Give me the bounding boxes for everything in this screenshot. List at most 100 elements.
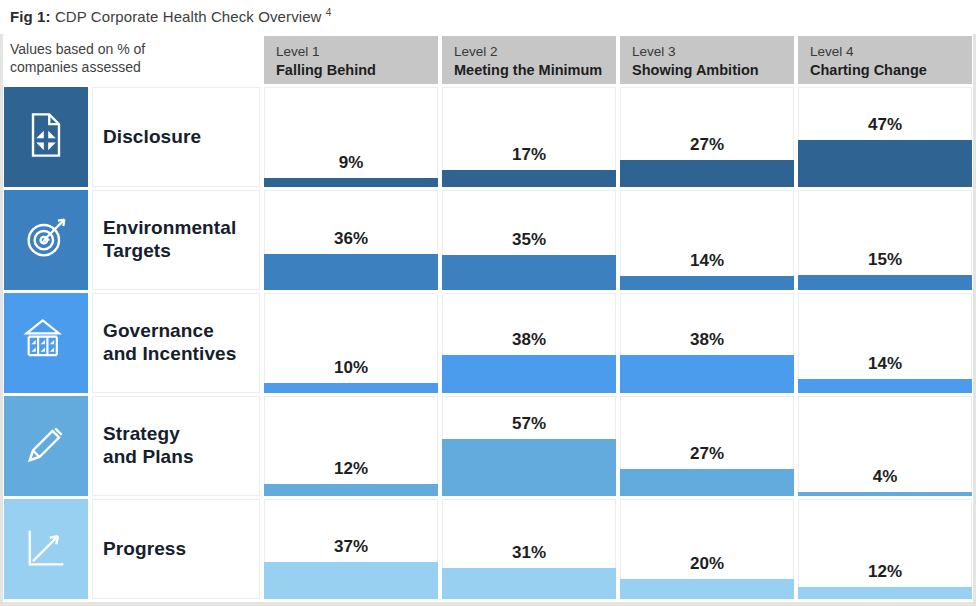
category-line: Targets xyxy=(103,240,259,263)
bar-value-label: 17% xyxy=(443,145,615,165)
bar xyxy=(798,140,972,187)
bar xyxy=(442,170,616,187)
level-label: Level 1 xyxy=(276,43,426,61)
bar-value-label: 20% xyxy=(621,554,793,574)
bar xyxy=(620,469,794,496)
bar-cell: 17% xyxy=(442,87,616,187)
bar-value-label: 37% xyxy=(265,537,437,557)
bar xyxy=(264,484,438,496)
category-line: Strategy xyxy=(103,423,259,446)
page-edge-bottom xyxy=(0,602,976,606)
bar xyxy=(620,355,794,393)
bar-value-label: 14% xyxy=(799,354,971,374)
level-label: Level 2 xyxy=(454,43,604,61)
bar-cell: 27% xyxy=(620,87,794,187)
category-line: Environmental xyxy=(103,217,259,240)
bar xyxy=(442,355,616,393)
level-label: Level 3 xyxy=(632,43,782,61)
bar-cell: 20% xyxy=(620,499,794,599)
bar-value-label: 38% xyxy=(443,330,615,350)
bar xyxy=(264,562,438,599)
bar-value-label: 27% xyxy=(621,135,793,155)
category-line: and Incentives xyxy=(103,343,259,366)
bar-cell: 4% xyxy=(798,396,972,496)
level-name: Showing Ambition xyxy=(632,61,782,81)
bar xyxy=(620,160,794,187)
category-icon-cell xyxy=(4,293,88,393)
level-name: Charting Change xyxy=(810,61,960,81)
bar-value-label: 4% xyxy=(799,467,971,487)
bar-value-label: 36% xyxy=(265,229,437,249)
bar-value-label: 38% xyxy=(621,330,793,350)
bar-value-label: 35% xyxy=(443,230,615,250)
figure-title: Fig 1: CDP Corporate Health Check Overvi… xyxy=(10,7,332,25)
bar-cell: 35% xyxy=(442,190,616,290)
category-line: Progress xyxy=(103,538,259,561)
bar-cell: 9% xyxy=(264,87,438,187)
category-icon-cell xyxy=(4,190,88,290)
health-check-table: Values based on % of companies assessed … xyxy=(4,36,972,599)
bar-cell: 15% xyxy=(798,190,972,290)
bar-value-label: 10% xyxy=(265,358,437,378)
bar xyxy=(442,439,616,496)
category-label: Governance and Incentives xyxy=(92,293,260,393)
bar-cell: 36% xyxy=(264,190,438,290)
bar-cell: 38% xyxy=(620,293,794,393)
category-icon-cell xyxy=(4,87,88,187)
bar-value-label: 31% xyxy=(443,543,615,563)
bar xyxy=(798,492,972,496)
category-label: Progress xyxy=(92,499,260,599)
category-icon-cell xyxy=(4,499,88,599)
bar-value-label: 12% xyxy=(265,459,437,479)
target-arrow-icon xyxy=(20,212,72,268)
category-label: Environmental Targets xyxy=(92,190,260,290)
values-note: Values based on % of companies assessed xyxy=(4,36,189,84)
bar-cell: 57% xyxy=(442,396,616,496)
line-chart-icon xyxy=(20,521,72,577)
bar-cell: 27% xyxy=(620,396,794,496)
bar-cell: 38% xyxy=(442,293,616,393)
category-line: Governance xyxy=(103,320,259,343)
bar-cell: 37% xyxy=(264,499,438,599)
column-header-level3: Level 3 Showing Ambition xyxy=(620,36,794,84)
category-label: Disclosure xyxy=(92,87,260,187)
category-icon-cell xyxy=(4,396,88,496)
bar-cell: 31% xyxy=(442,499,616,599)
bar xyxy=(620,579,794,599)
level-name: Meeting the Minimum xyxy=(454,61,604,81)
bar-cell: 12% xyxy=(798,499,972,599)
level-label: Level 4 xyxy=(810,43,960,61)
bar-value-label: 27% xyxy=(621,444,793,464)
bar-cell: 14% xyxy=(620,190,794,290)
bar-value-label: 9% xyxy=(265,153,437,173)
bar-value-label: 12% xyxy=(799,562,971,582)
bar xyxy=(798,379,972,393)
category-line: Disclosure xyxy=(103,126,259,149)
bar xyxy=(264,383,438,393)
figure-number: Fig 1: xyxy=(10,8,51,25)
bar xyxy=(620,276,794,290)
bar-value-label: 47% xyxy=(799,115,971,135)
column-header-level2: Level 2 Meeting the Minimum xyxy=(442,36,616,84)
figure-page: Fig 1: CDP Corporate Health Check Overvi… xyxy=(0,0,976,606)
bar-value-label: 14% xyxy=(621,251,793,271)
bar xyxy=(264,178,438,187)
bar-cell: 10% xyxy=(264,293,438,393)
bar xyxy=(264,254,438,290)
column-header-level4: Level 4 Charting Change xyxy=(798,36,972,84)
bar xyxy=(798,587,972,599)
bar-cell: 12% xyxy=(264,396,438,496)
footnote-marker: 4 xyxy=(326,7,332,18)
bar-value-label: 57% xyxy=(443,414,615,434)
figure-title-text: CDP Corporate Health Check Overview xyxy=(51,8,322,25)
column-header-level1: Level 1 Falling Behind xyxy=(264,36,438,84)
level-name: Falling Behind xyxy=(276,61,426,81)
pencil-icon xyxy=(20,418,72,474)
bank-icon xyxy=(20,315,72,371)
category-line: and Plans xyxy=(103,446,259,469)
bar-value-label: 15% xyxy=(799,250,971,270)
bar-cell: 14% xyxy=(798,293,972,393)
bar xyxy=(798,275,972,290)
bar-cell: 47% xyxy=(798,87,972,187)
page-edge-left xyxy=(0,34,3,606)
